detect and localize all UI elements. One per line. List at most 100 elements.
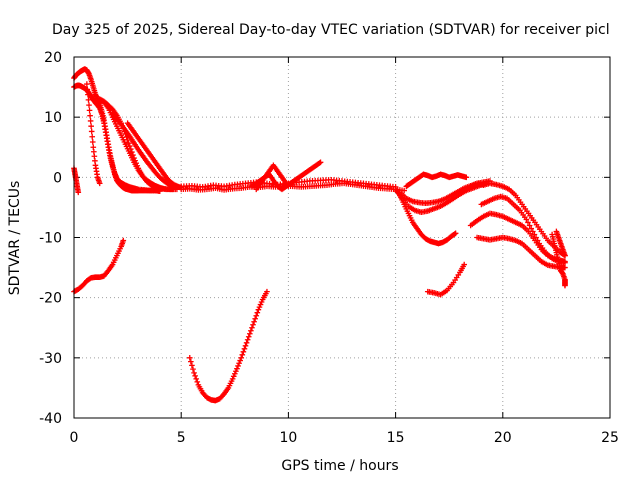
- series-arc-12: [253, 162, 290, 193]
- data-point: [461, 261, 468, 268]
- data-point: [87, 112, 93, 119]
- data-point: [236, 360, 242, 367]
- plot-frame: [73, 56, 611, 419]
- data-point: [89, 139, 96, 145]
- series-arc-2: [71, 82, 163, 194]
- data-point: [463, 174, 470, 181]
- data-point: [526, 222, 533, 229]
- data-point: [189, 362, 195, 369]
- data-point: [533, 234, 539, 241]
- data-point: [125, 140, 132, 146]
- x-axis-label: GPS time / hours: [281, 458, 398, 474]
- y-tick-label: 0: [53, 170, 62, 186]
- series-arc-7: [124, 120, 182, 190]
- data-point: [85, 91, 91, 98]
- grid: [74, 57, 610, 418]
- data-point: [245, 333, 252, 340]
- data-point: [253, 312, 260, 319]
- data-point: [531, 231, 538, 238]
- series-arc-11: [249, 159, 324, 193]
- data-point: [86, 107, 93, 114]
- data-point: [88, 123, 94, 129]
- series-arc-20: [474, 234, 568, 271]
- data-point: [562, 264, 568, 271]
- series-arc-18: [467, 180, 568, 259]
- data-point: [562, 282, 568, 289]
- data-point: [523, 216, 530, 223]
- data-point: [525, 219, 531, 226]
- series-arc-25: [186, 288, 270, 404]
- data-point: [234, 365, 240, 372]
- x-tick-label: 25: [601, 430, 619, 446]
- data-point: [316, 160, 323, 166]
- y-tick-label: 10: [44, 110, 62, 126]
- series-arc-16: [403, 171, 470, 190]
- data-point: [255, 306, 262, 313]
- data-point: [87, 118, 94, 124]
- data-point: [256, 304, 263, 310]
- y-tick-label: -10: [39, 231, 62, 247]
- x-tick-label: 0: [70, 430, 79, 446]
- y-tick-label: 20: [44, 50, 62, 66]
- data-point: [96, 180, 103, 187]
- data-point: [86, 102, 92, 108]
- data-point: [190, 366, 196, 372]
- y-tick-label: -20: [39, 291, 62, 307]
- x-tick-label: 5: [177, 430, 186, 446]
- y-tick-label: -30: [39, 351, 62, 367]
- data-point: [452, 230, 459, 237]
- data-point: [238, 355, 245, 361]
- data-point: [84, 81, 90, 87]
- data-point: [250, 321, 256, 328]
- series-arc-22: [549, 231, 568, 289]
- series-arc-3: [84, 81, 103, 187]
- data-point: [75, 189, 82, 196]
- data-point: [562, 259, 568, 266]
- series-arc-23: [553, 228, 568, 259]
- data-point: [257, 301, 264, 308]
- data-point: [264, 288, 270, 295]
- data-point: [192, 373, 198, 379]
- data-point: [317, 159, 324, 166]
- y-tick-label: -40: [39, 411, 62, 427]
- data-point: [235, 363, 241, 369]
- data-points: [71, 66, 568, 404]
- series-arc-24: [71, 237, 127, 295]
- y-axis-label: SDTVAR / TECUs: [7, 181, 23, 296]
- data-point: [193, 376, 200, 382]
- chart-title: Day 325 of 2025, Sidereal Day-to-day VTE…: [52, 22, 610, 38]
- data-point: [244, 336, 251, 343]
- data-point: [241, 346, 248, 352]
- data-point: [191, 370, 197, 376]
- x-tick-label: 15: [387, 430, 405, 446]
- data-point: [239, 352, 246, 358]
- data-point: [229, 376, 236, 382]
- data-point: [89, 133, 96, 140]
- data-point: [258, 299, 265, 305]
- data-point: [283, 180, 290, 187]
- data-point: [248, 327, 254, 334]
- data-point: [562, 252, 568, 259]
- data-point: [451, 231, 458, 237]
- data-point: [243, 339, 250, 346]
- data-point: [240, 349, 247, 355]
- data-point: [194, 379, 201, 385]
- data-point: [251, 318, 257, 325]
- x-tick-label: 10: [279, 430, 297, 446]
- series-arc-14: [392, 180, 489, 216]
- data-point: [85, 97, 92, 103]
- series-arc-8: [71, 165, 82, 196]
- data-point: [534, 237, 541, 244]
- data-point: [242, 343, 249, 349]
- data-point: [530, 228, 536, 235]
- x-tick-label: 20: [494, 430, 512, 446]
- data-point: [120, 237, 127, 244]
- data-point: [188, 358, 194, 365]
- data-point: [88, 128, 95, 135]
- data-point: [252, 315, 258, 322]
- data-point: [249, 324, 255, 331]
- data-point: [401, 187, 407, 194]
- data-point: [254, 309, 261, 316]
- series-arc-17: [424, 261, 468, 298]
